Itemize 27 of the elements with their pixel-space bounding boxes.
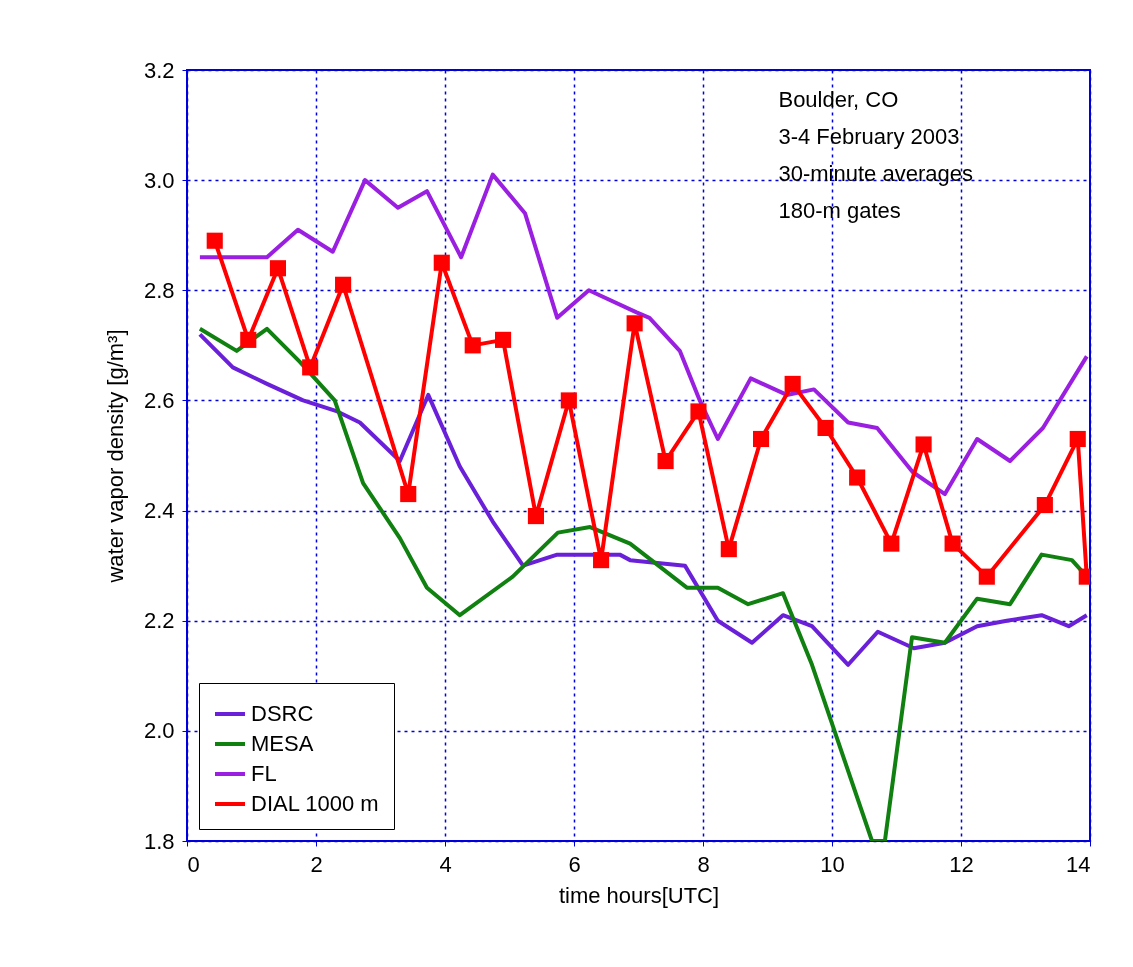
x-tick-label: 8	[697, 851, 710, 877]
y-tick-label: 2.6	[143, 387, 175, 413]
y-tick-label: 2.4	[143, 498, 175, 524]
x-tick-label: 12	[949, 851, 974, 877]
annotation: 180-m gates	[778, 198, 901, 223]
x-tick-label: 10	[820, 851, 845, 877]
legend-label: FL	[251, 761, 277, 786]
x-tick-label: 0	[187, 851, 200, 877]
annotation: Boulder, CO	[778, 87, 899, 112]
y-tick-label: 2.0	[143, 718, 175, 744]
x-tick-label: 2	[310, 851, 323, 877]
x-tick-label: 4	[439, 851, 452, 877]
y-tick-label: 3.0	[143, 167, 175, 193]
x-axis-title: time hours[UTC]	[558, 882, 720, 908]
x-tick-label: 6	[568, 851, 581, 877]
y-tick-label: 3.2	[143, 57, 175, 83]
line-series	[197, 332, 1089, 667]
y-tick-label: 1.8	[143, 828, 175, 854]
annotation: 3-4 February 2003	[778, 124, 960, 149]
legend-label: DIAL 1000 m	[251, 791, 379, 816]
annotation: 30-minute averages	[778, 161, 973, 186]
y-tick-label: 2.8	[143, 277, 175, 303]
y-axis-title: water vapor density [g/m³]	[102, 329, 128, 584]
x-tick-label: 14	[1066, 851, 1091, 877]
legend-label: MESA	[251, 731, 314, 756]
y-tick-label: 2.2	[143, 608, 175, 634]
legend-label: DSRC	[251, 701, 314, 726]
